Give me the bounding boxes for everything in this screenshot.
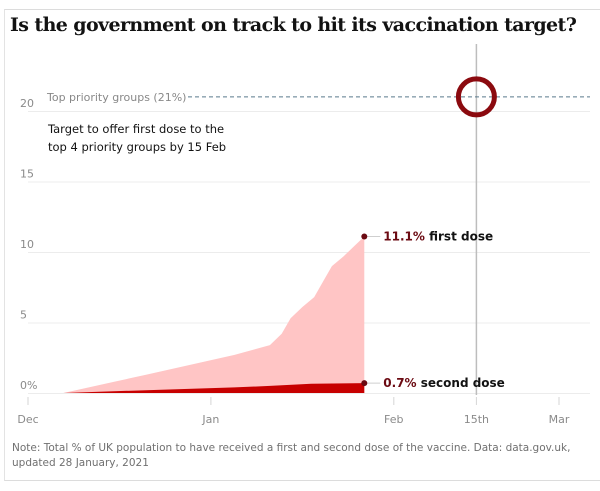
- first-dose-area: [63, 236, 365, 393]
- y-tick-label: 0%: [20, 379, 37, 392]
- target-annotation: Target to offer first dose to the top 4 …: [48, 122, 227, 154]
- x-tick-label: Mar: [549, 413, 570, 426]
- second-dose-text: second dose: [417, 376, 505, 390]
- second-dose-value: 0.7%: [383, 376, 416, 390]
- second-dose-end-marker: [361, 380, 368, 387]
- second-dose-end-label: 0.7% second dose: [383, 376, 505, 390]
- priority-groups-label: Top priority groups (21%): [46, 91, 186, 104]
- chart-frame: [4, 9, 600, 481]
- first-dose-value: 11.1%: [383, 229, 425, 243]
- x-tick-label: Dec: [17, 413, 38, 426]
- chart-title: Is the government on track to hit its va…: [10, 14, 577, 36]
- first-dose-end-marker: [361, 233, 368, 240]
- y-tick-label: 5: [20, 309, 27, 322]
- y-tick-label: 10: [20, 238, 34, 251]
- first-dose-text: first dose: [425, 229, 493, 243]
- target-circle: [455, 76, 497, 118]
- y-tick-label: 15: [20, 168, 34, 181]
- x-tick-label: 15th: [464, 413, 489, 426]
- x-tick-label: Jan: [201, 413, 219, 426]
- first-dose-end-label: 11.1% first dose: [383, 229, 493, 243]
- chart-note: Note: Total % of UK population to have r…: [12, 442, 571, 469]
- y-tick-label: 20: [20, 97, 34, 110]
- second-dose-area: [63, 383, 365, 393]
- x-tick-label: Feb: [384, 413, 403, 426]
